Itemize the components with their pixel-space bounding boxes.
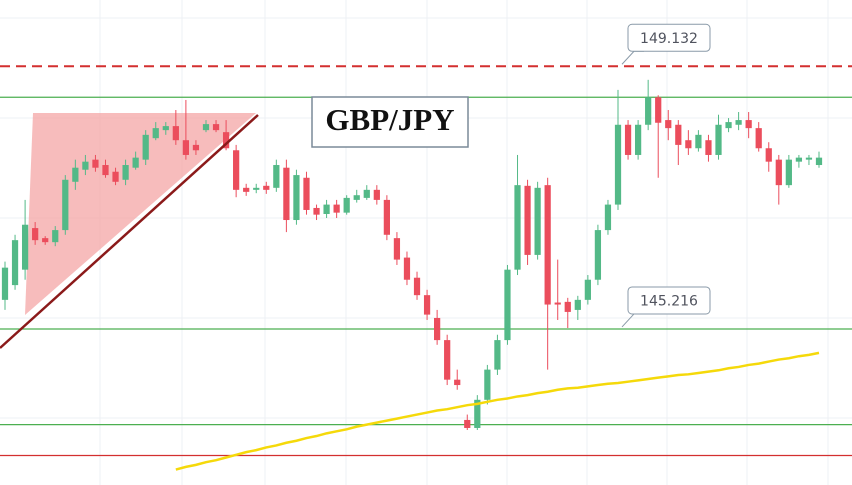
candle-body: [62, 179, 69, 231]
candle-body: [805, 157, 813, 160]
candle-body: [243, 187, 250, 192]
candle-body: [162, 126, 169, 131]
candle-body: [434, 317, 441, 341]
candle-body: [92, 159, 99, 168]
candle-body: [42, 238, 49, 243]
candle-body: [604, 204, 612, 231]
candle-body: [122, 165, 129, 180]
candle-body: [564, 301, 571, 312]
candle-body: [544, 185, 551, 305]
candle-body: [52, 230, 59, 243]
candle-body: [373, 189, 380, 200]
candle-body: [614, 124, 622, 205]
level-label: 145.216: [640, 293, 698, 309]
candle-body: [594, 230, 602, 280]
callout-box: [627, 23, 711, 52]
candle-body: [72, 167, 79, 182]
candle-body: [1, 267, 9, 300]
candle-body: [383, 199, 390, 235]
candle-body: [303, 177, 310, 210]
candle-body: [444, 340, 451, 380]
candle-body: [82, 161, 89, 170]
candle-body: [725, 122, 732, 129]
candle-body: [574, 299, 581, 310]
candle-body: [263, 185, 270, 190]
candle-body: [142, 134, 149, 160]
candle-body: [624, 124, 632, 155]
candle-body: [132, 157, 139, 168]
candle-body: [675, 124, 682, 145]
candle-body: [11, 240, 19, 286]
candle-body: [504, 269, 511, 341]
candle-body: [735, 120, 742, 125]
candle-body: [745, 120, 752, 129]
candle-body: [765, 148, 772, 162]
callout-pointer: [621, 50, 644, 65]
candle-body: [785, 159, 792, 186]
candle-body: [182, 140, 190, 155]
moving-average: [175, 351, 820, 471]
candle-body: [112, 171, 119, 182]
candle-body: [192, 144, 200, 151]
candles: [1, 79, 823, 430]
candle-body: [634, 124, 642, 155]
candle-body: [584, 279, 591, 300]
candle-body: [413, 277, 421, 296]
candle-body: [695, 134, 702, 149]
candle-body: [202, 124, 210, 131]
candle-body: [32, 228, 39, 241]
candle-body: [685, 140, 692, 149]
candle-body: [273, 165, 280, 188]
candle-body: [534, 187, 541, 255]
candle-body: [343, 197, 350, 213]
candle-body: [253, 187, 260, 190]
candle-body: [393, 238, 401, 260]
candle-body: [655, 97, 662, 123]
candle-body: [815, 157, 823, 166]
candle-body: [21, 224, 29, 270]
candle-body: [454, 379, 461, 386]
candle-body: [403, 257, 411, 280]
candle-body: [474, 399, 481, 428]
candle-body: [795, 157, 803, 162]
overlay: 149.132 145.216: [175, 23, 820, 471]
candle-body: [775, 159, 782, 186]
title-frame: [311, 96, 469, 148]
callout-pointer: [621, 313, 644, 328]
level-label: 149.132: [640, 31, 698, 47]
triangle-pattern: [25, 113, 256, 315]
candle-body: [715, 124, 722, 155]
candle-body: [172, 126, 179, 141]
candle-body: [423, 295, 431, 315]
trend-line: [0, 114, 259, 349]
candle-body: [283, 167, 290, 221]
candle-body: [102, 165, 109, 176]
candle-body: [313, 207, 320, 215]
candle-body: [222, 132, 230, 149]
candle-body: [333, 204, 340, 213]
candle-body: [514, 185, 521, 270]
candle-body: [152, 128, 159, 139]
candle-body: [212, 124, 220, 131]
candle-body: [363, 189, 370, 198]
title-box: GBP/JPY: [311, 96, 469, 148]
callout-box: [627, 286, 711, 315]
candle-body: [705, 140, 712, 155]
candle-body: [524, 185, 531, 255]
candle-body: [233, 150, 240, 190]
candle-body: [554, 302, 561, 305]
candle-body: [755, 128, 762, 149]
candle-body: [293, 175, 300, 221]
chart-title: GBP/JPY: [325, 102, 454, 137]
candle-body: [665, 120, 672, 129]
candle-body: [484, 369, 491, 400]
candle-body: [494, 340, 501, 370]
candle-body: [353, 195, 360, 200]
candle-body: [645, 97, 652, 125]
candle-body: [464, 419, 471, 428]
candle-body: [323, 204, 330, 214]
